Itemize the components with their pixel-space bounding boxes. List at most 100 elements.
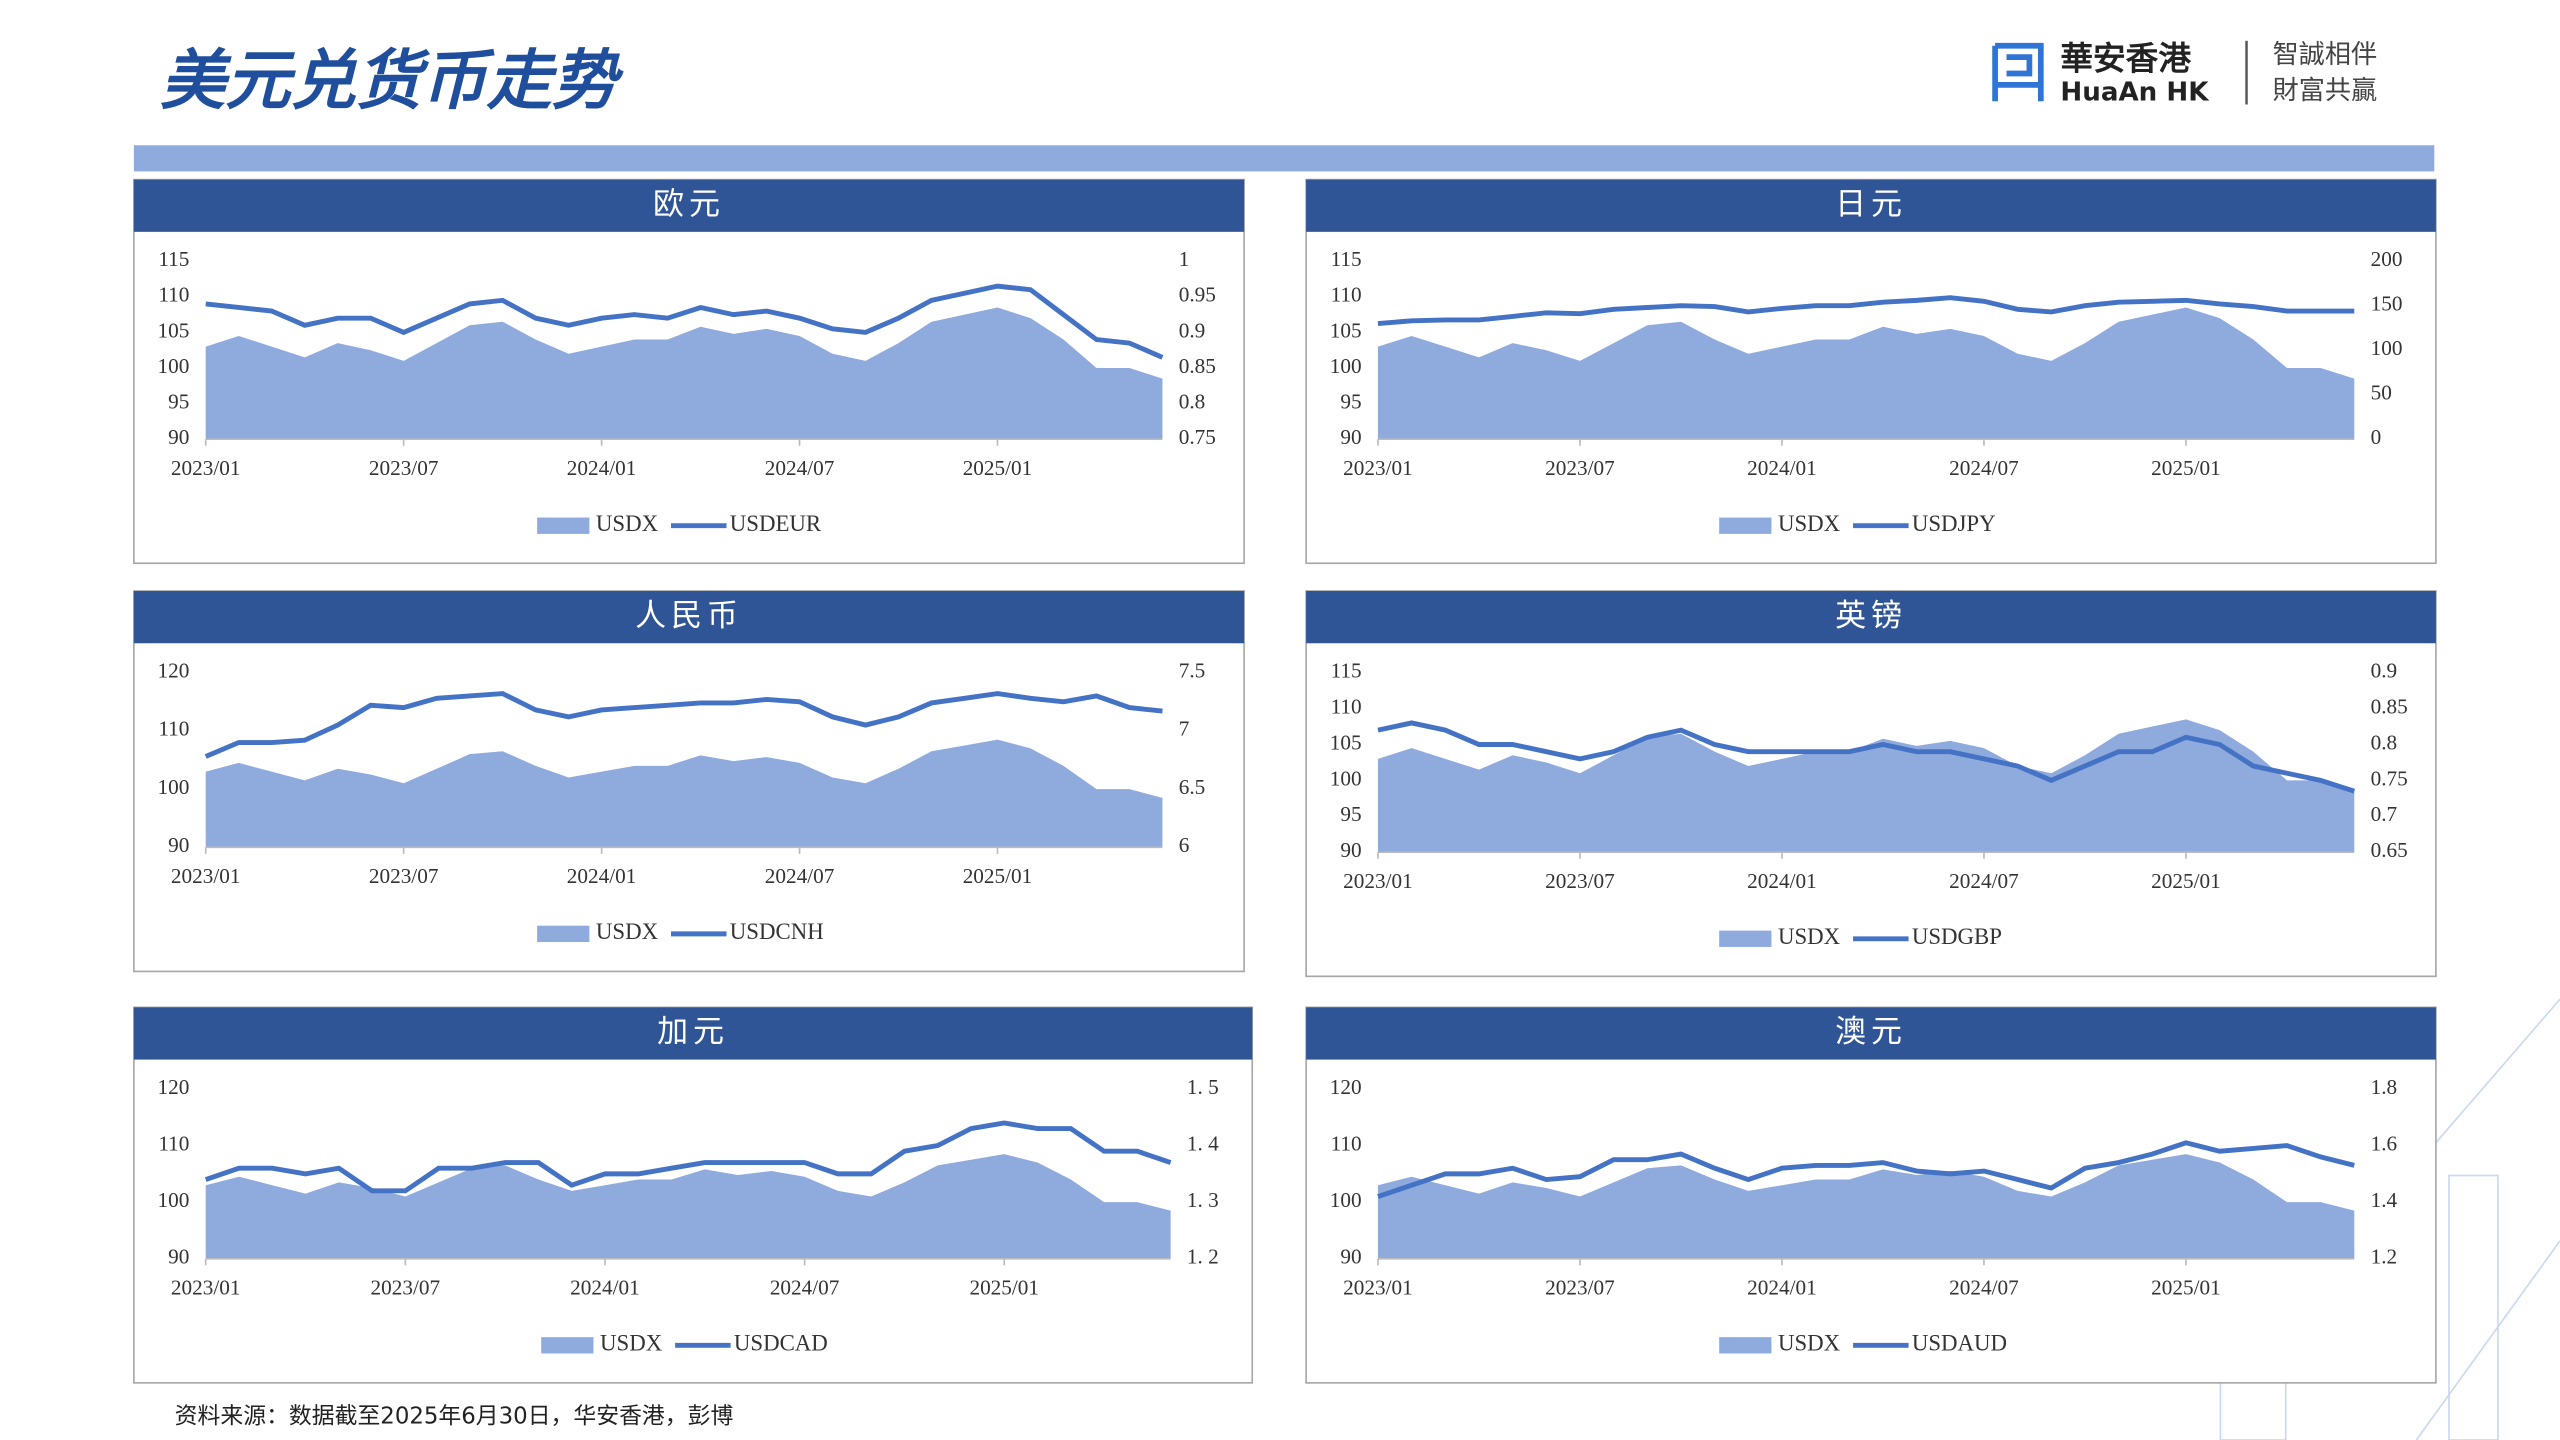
line — [1377, 720, 2356, 794]
legend-swatch — [1719, 517, 1772, 534]
legend-label: USDX — [596, 919, 659, 944]
y2-tick-label: 0 — [2371, 425, 2382, 449]
y-tick-label: 105 — [158, 318, 190, 342]
panel-header — [1306, 179, 2436, 232]
legend-swatch — [1719, 930, 1772, 947]
y2-tick-label: 0.8 — [2371, 730, 2398, 754]
panel-header — [133, 591, 1245, 644]
x-tick-label: 2023/01 — [171, 1276, 241, 1300]
x-tick-label: 2024/01 — [570, 1276, 640, 1300]
y-tick-label: 100 — [1330, 354, 1362, 378]
area — [205, 307, 1163, 440]
panel-header — [133, 1007, 1253, 1060]
x-tick-label: 2023/07 — [1545, 456, 1615, 480]
x-tick-label: 2025/01 — [969, 1276, 1039, 1300]
y2-tick-label: 0.8 — [1179, 389, 1206, 413]
x-tick-label: 2023/01 — [171, 864, 241, 888]
x-tick-label: 2023/01 — [1343, 869, 1413, 893]
legend-swatch — [537, 925, 590, 943]
x-tick-label: 2024/07 — [1949, 456, 2019, 480]
x-tick-label: 2025/01 — [2151, 869, 2221, 893]
x-tick-label: 2024/07 — [765, 864, 835, 888]
legend-label: USDX — [596, 511, 659, 536]
x-tick-label: 2024/07 — [770, 1276, 840, 1300]
y-tick-label: 95 — [1340, 802, 1361, 826]
y2-tick-label: 200 — [2371, 247, 2403, 271]
y-tick-label: 120 — [1330, 1075, 1362, 1099]
y-tick-label: 110 — [1331, 283, 1362, 307]
y2-tick-label: 0.7 — [2371, 802, 2398, 826]
y2-tick-label: 0.75 — [2371, 766, 2408, 790]
y-tick-label: 110 — [158, 1131, 189, 1155]
logo-name-en: HuaAn HK — [2060, 78, 2210, 108]
panel-header — [1306, 1007, 2436, 1060]
legend-label: USDAUD — [1912, 1331, 2007, 1356]
y-tick-label: 90 — [1340, 1245, 1361, 1269]
line — [1377, 1140, 2355, 1199]
y2-tick-label: 6.5 — [1179, 775, 1206, 799]
panel-title: 人民币 — [635, 598, 743, 633]
line — [1377, 295, 2355, 326]
line — [204, 691, 1163, 759]
y-tick-label: 90 — [168, 833, 189, 857]
logo-slogan: 智誠相伴 — [2273, 40, 2377, 70]
legend-label: USDX — [1778, 924, 1841, 949]
line — [205, 283, 1164, 360]
x-tick-label: 2024/07 — [765, 456, 835, 480]
legend-label: USDJPY — [1912, 511, 1996, 536]
area — [1377, 307, 2355, 440]
x-tick-label: 2023/07 — [1545, 869, 1615, 893]
y2-tick-label: 1. 4 — [1187, 1131, 1219, 1155]
area — [1377, 719, 2355, 853]
panel-title: 加元 — [657, 1014, 729, 1049]
panel-title: 欧元 — [653, 186, 725, 221]
y-tick-label: 100 — [158, 1188, 190, 1212]
x-tick-label: 2023/07 — [1545, 1276, 1615, 1300]
x-tick-label: 2024/07 — [1949, 869, 2019, 893]
y2-tick-label: 1. 3 — [1187, 1188, 1219, 1212]
y-tick-label: 100 — [1330, 766, 1362, 790]
legend-label: USDX — [1778, 1331, 1841, 1356]
y-tick-label: 100 — [1330, 1188, 1362, 1212]
x-tick-label: 2024/01 — [1747, 869, 1817, 893]
legend-label: USDCNH — [730, 919, 824, 944]
y-tick-label: 90 — [168, 425, 189, 449]
legend-label: USDCAD — [734, 1331, 828, 1356]
area — [205, 1154, 1171, 1259]
legend-label: USDX — [1778, 511, 1841, 536]
x-tick-label: 2024/01 — [1747, 456, 1817, 480]
legend-swatch — [537, 517, 590, 534]
panel-header — [1306, 591, 2436, 644]
line — [204, 1120, 1172, 1194]
x-tick-label: 2025/01 — [963, 456, 1033, 480]
y2-tick-label: 150 — [2371, 292, 2403, 316]
page-title: 美元兑货币走势 — [160, 46, 624, 118]
y-tick-label: 115 — [1331, 247, 1362, 271]
logo: 華安香港 HuaAn HK 智誠相伴 財富共贏 — [1992, 39, 2377, 108]
legend-label: USDX — [600, 1331, 663, 1356]
source-note: 资料来源：数据截至2025年6月30日，华安香港，彭博 — [175, 1404, 734, 1430]
area — [205, 739, 1163, 848]
y-tick-label: 105 — [1330, 318, 1362, 342]
y2-tick-label: 1 — [1179, 247, 1190, 271]
y-tick-label: 95 — [1340, 389, 1361, 413]
x-tick-label: 2023/07 — [369, 456, 439, 480]
x-tick-label: 2025/01 — [2151, 456, 2221, 480]
legend-label: USDEUR — [730, 511, 822, 536]
area — [1377, 1154, 2355, 1259]
y2-tick-label: 7 — [1179, 717, 1190, 741]
x-tick-label: 2025/01 — [963, 864, 1033, 888]
y2-tick-label: 6 — [1179, 833, 1190, 857]
y2-tick-label: 1. 5 — [1187, 1075, 1219, 1099]
y-tick-label: 115 — [1331, 659, 1362, 683]
logo-slogan: 財富共贏 — [2273, 76, 2377, 106]
y2-tick-label: 0.85 — [1179, 354, 1216, 378]
x-tick-label: 2024/01 — [567, 864, 637, 888]
x-tick-label: 2023/07 — [371, 1276, 441, 1300]
y2-tick-label: 0.65 — [2371, 838, 2408, 862]
y-tick-label: 90 — [168, 1245, 189, 1269]
y-tick-label: 110 — [1331, 1131, 1362, 1155]
panel-title: 澳元 — [1835, 1014, 1907, 1049]
